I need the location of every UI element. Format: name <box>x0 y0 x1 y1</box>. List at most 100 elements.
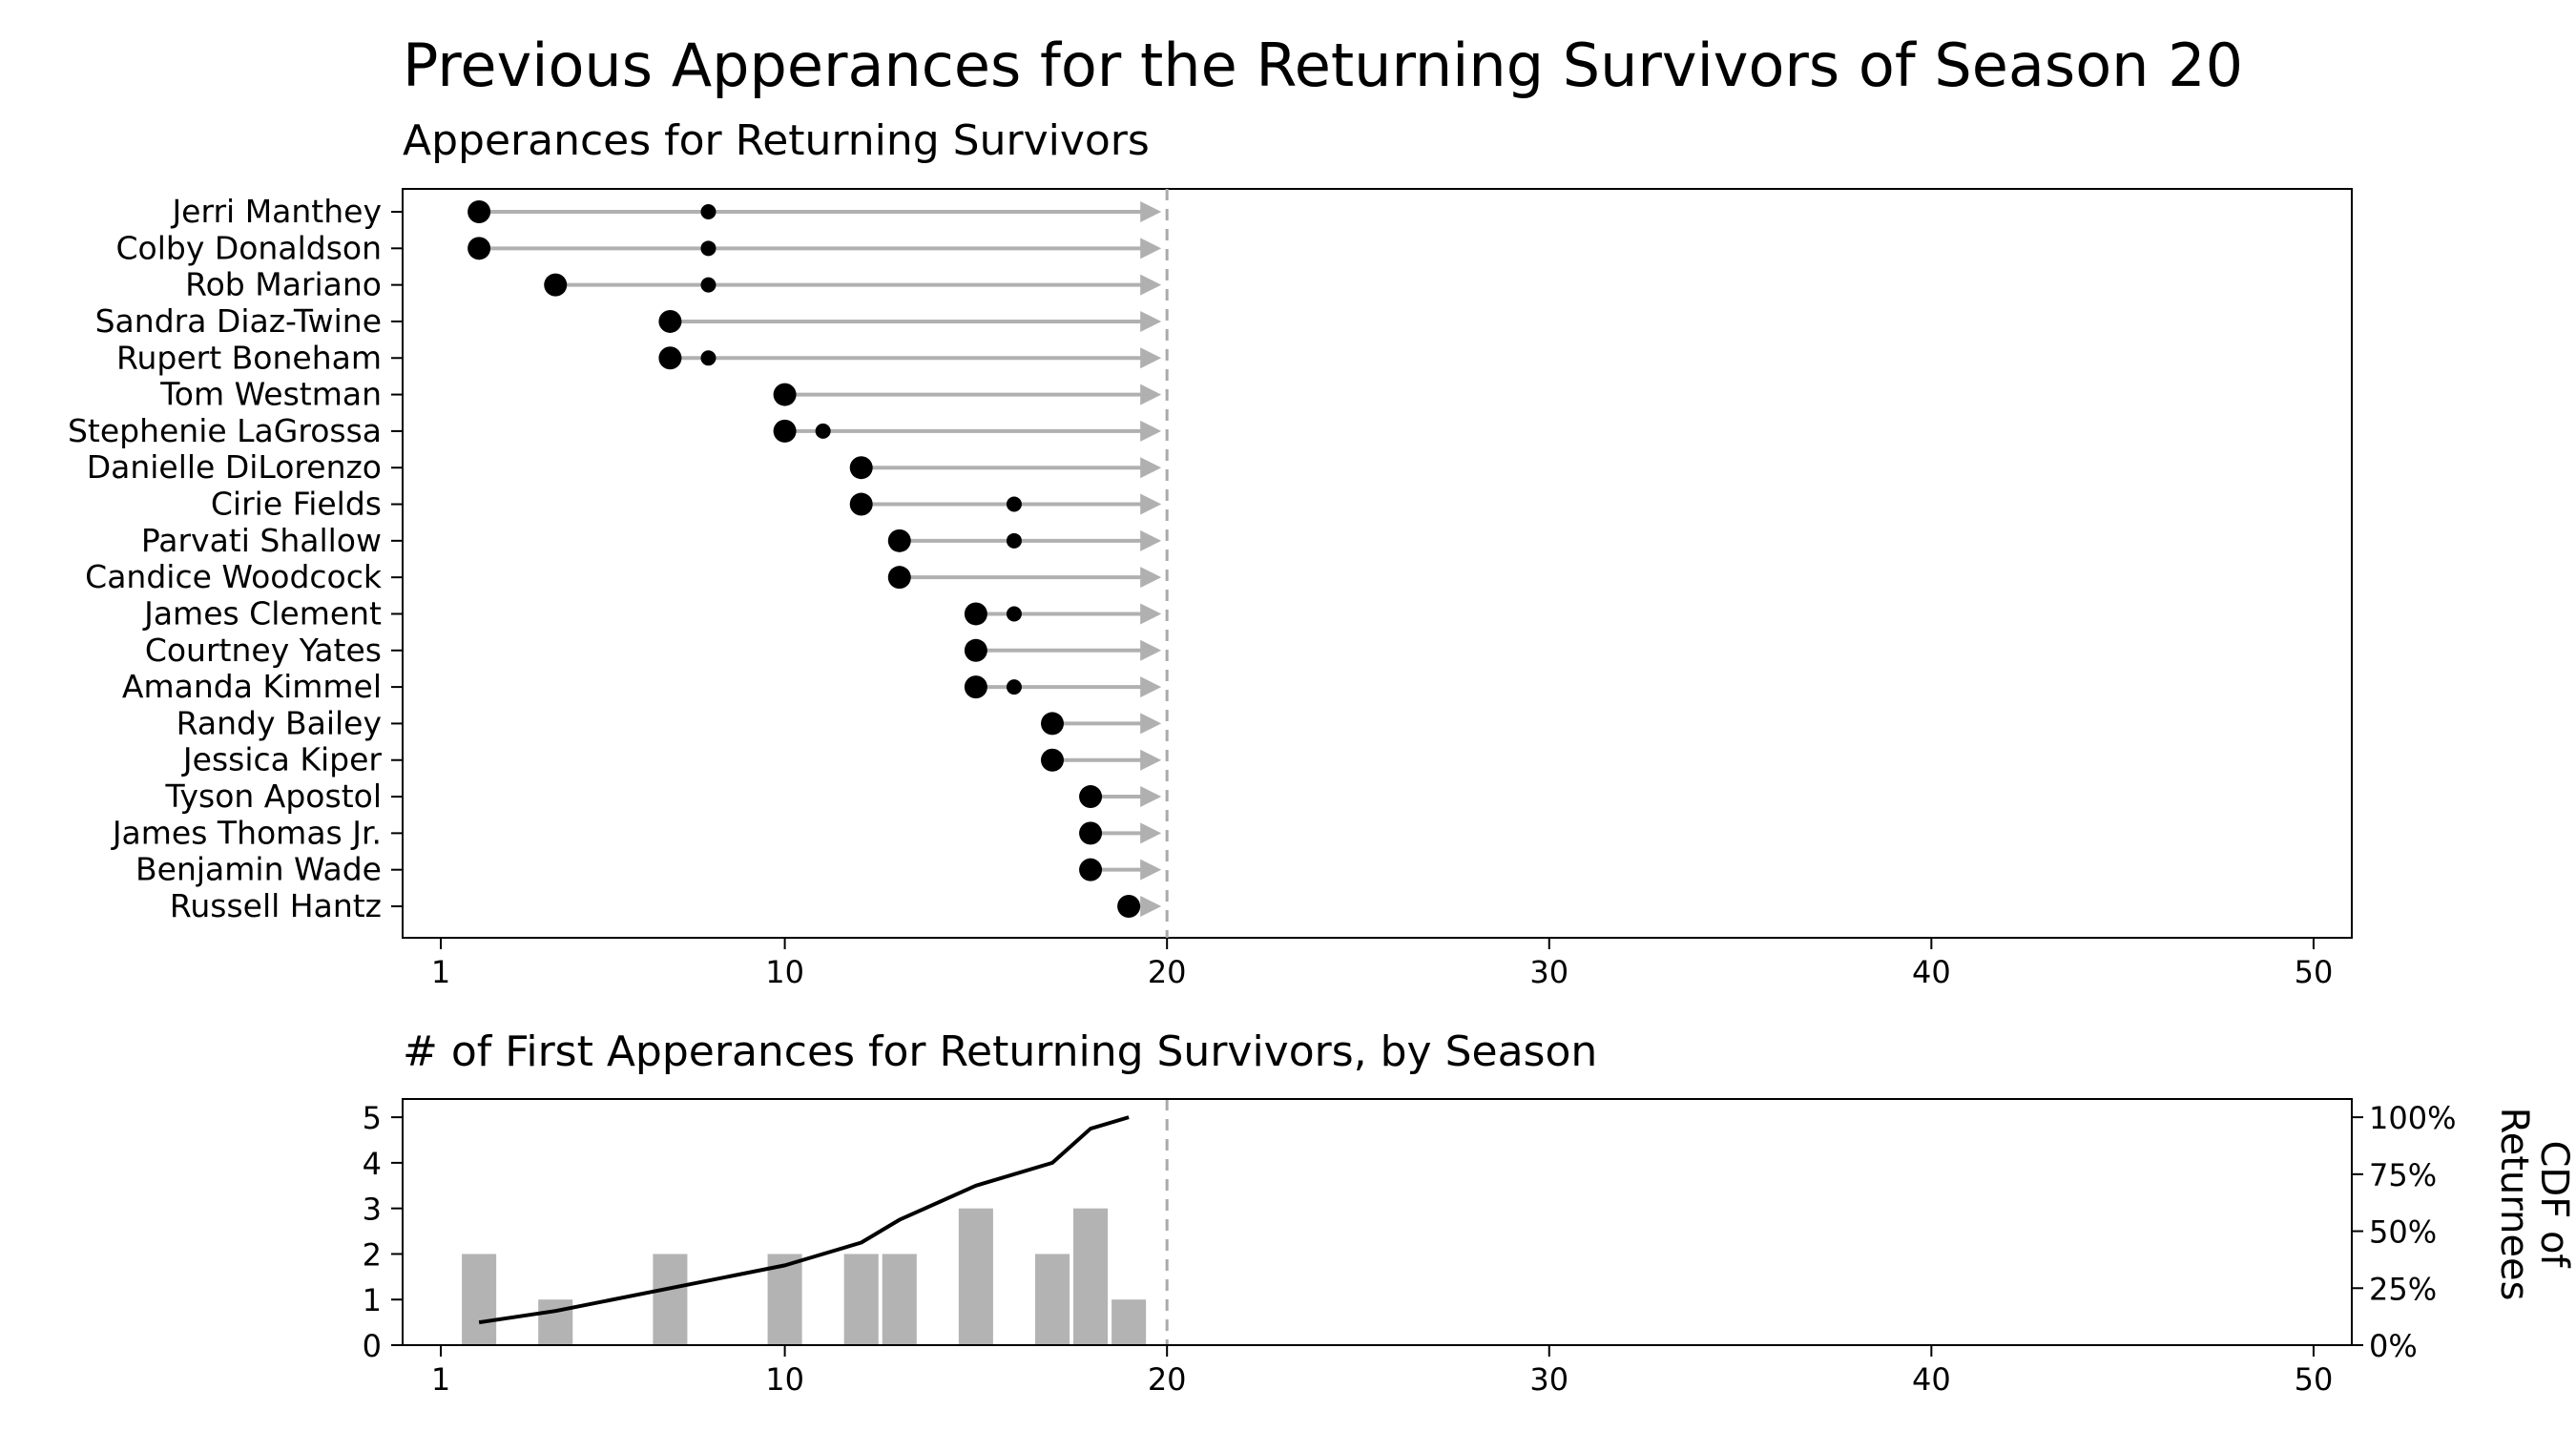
first-appearance-bar <box>958 1208 993 1345</box>
survivor-name-label: Tyson Apostol <box>164 778 382 815</box>
y-tick-label: 2 <box>363 1236 382 1273</box>
first-appearance-dot <box>658 309 682 333</box>
cdf-line <box>478 1115 1130 1325</box>
survivor-name-label: Jerri Manthey <box>170 193 382 230</box>
x-tick-label: 50 <box>2295 1361 2334 1398</box>
survivor-name-label: Amanda Kimmel <box>122 668 382 705</box>
appearance-arrow-head <box>1140 713 1162 735</box>
later-appearance-dot <box>700 277 717 293</box>
first-appearance-bar <box>1111 1299 1147 1345</box>
x-tick-label: 30 <box>1529 954 1568 990</box>
first-appearance-dot <box>1079 785 1103 809</box>
y-tick-label: 5 <box>363 1100 382 1136</box>
first-appearance-dot <box>887 529 911 552</box>
first-appearance-dot <box>964 602 987 626</box>
y-tick-label: 1 <box>363 1282 382 1318</box>
first-appearance-dot <box>773 383 797 406</box>
first-appearance-dot <box>658 346 682 370</box>
appearance-arrow-head <box>1140 676 1162 698</box>
bottom-plot-frame <box>402 1098 2353 1346</box>
first-appearance-dot <box>964 675 987 699</box>
survivor-name-label: Courtney Yates <box>145 632 382 669</box>
y-tick-label: 3 <box>363 1192 382 1228</box>
first-appearance-bar <box>843 1254 879 1345</box>
y-tick-label: 0 <box>363 1328 382 1364</box>
x-tick-label: 40 <box>1912 1361 1951 1398</box>
later-appearance-dot <box>815 423 831 439</box>
survivor-name-label: Candice Woodcock <box>85 558 383 595</box>
first-appearance-bar <box>538 1299 573 1345</box>
figure-title: Previous Apperances for the Returning Su… <box>403 31 2243 100</box>
survivor-name-label: Rupert Boneham <box>116 339 382 376</box>
x-tick-label: 10 <box>765 1361 804 1398</box>
later-appearance-dot <box>1006 679 1022 695</box>
x-tick-label: 10 <box>765 954 804 990</box>
appearance-arrow-head <box>1140 822 1162 844</box>
x-tick-label: 20 <box>1148 954 1187 990</box>
x-tick-label: 30 <box>1529 1361 1568 1398</box>
appearance-arrow-head <box>1140 420 1162 442</box>
y2-tick-label: 25% <box>2369 1271 2437 1307</box>
y2-axis-label-line: Returnees <box>2492 1108 2536 1301</box>
first-appearance-dot <box>1041 748 1064 772</box>
first-appearance-bar <box>1073 1208 1109 1345</box>
bottom-panel-title: # of First Apperances for Returning Surv… <box>403 1027 1597 1076</box>
survivor-name-label: Randy Bailey <box>177 704 382 741</box>
appearance-arrow-head <box>1140 896 1162 917</box>
y2-axis-label-line: CDF of <box>2532 1140 2576 1268</box>
survivor-name-label: Russell Hantz <box>170 887 382 924</box>
x-tick-label: 40 <box>1912 954 1951 990</box>
x-tick-label: 1 <box>431 954 450 990</box>
appearance-arrow-head <box>1140 529 1162 551</box>
top-panel-title: Apperances for Returning Survivors <box>403 116 1150 165</box>
appearance-arrow-head <box>1140 567 1162 589</box>
y2-axis-label: CDF ofReturnees <box>2492 1108 2576 1301</box>
first-appearance-bar <box>882 1254 917 1345</box>
x-tick-label: 1 <box>431 1361 450 1398</box>
first-appearance-bar <box>462 1254 497 1345</box>
appearance-arrow-head <box>1140 347 1162 369</box>
first-appearance-dot <box>849 456 873 480</box>
appearance-arrow-head <box>1140 384 1162 405</box>
survivor-name-label: Benjamin Wade <box>135 851 382 888</box>
y-tick-label: 4 <box>363 1146 382 1182</box>
first-appearance-dot <box>887 566 911 590</box>
appearance-arrow-head <box>1140 749 1162 771</box>
first-appearance-dot <box>544 273 568 297</box>
survivor-name-label: Tom Westman <box>159 376 382 413</box>
x-tick-label: 20 <box>1148 1361 1187 1398</box>
y2-tick-label: 0% <box>2369 1328 2418 1364</box>
survivor-name-label: Cirie Fields <box>211 486 382 523</box>
appearance-arrow-head <box>1140 310 1162 332</box>
later-appearance-dot <box>1006 606 1022 622</box>
first-appearance-dot <box>467 237 491 260</box>
later-appearance-dot <box>700 240 717 257</box>
survivor-name-label: Colby Donaldson <box>115 229 382 266</box>
first-appearance-dot <box>849 492 873 516</box>
survivor-name-label: Sandra Diaz-Twine <box>95 302 382 340</box>
top-plot-frame <box>402 188 2353 939</box>
x-tick-label: 50 <box>2295 954 2334 990</box>
first-appearance-dot <box>1079 858 1103 881</box>
later-appearance-dot <box>1006 532 1022 549</box>
survivor-name-label: Rob Mariano <box>185 266 382 303</box>
first-appearance-dot <box>1041 712 1064 736</box>
survivor-name-label: James Thomas Jr. <box>111 814 382 851</box>
later-appearance-dot <box>700 204 717 219</box>
first-appearance-dot <box>467 200 491 223</box>
appearance-arrow-head <box>1140 859 1162 881</box>
appearance-arrow-head <box>1140 639 1162 661</box>
first-appearance-dot <box>1079 821 1103 845</box>
appearance-arrow-head <box>1140 201 1162 222</box>
y2-tick-label: 100% <box>2369 1100 2456 1136</box>
later-appearance-dot <box>700 350 717 366</box>
first-appearance-dot <box>1117 895 1141 918</box>
first-appearance-dot <box>964 638 987 662</box>
appearance-arrow-head <box>1140 603 1162 625</box>
y2-tick-label: 75% <box>2369 1157 2437 1193</box>
survivor-name-label: Parvati Shallow <box>141 522 382 559</box>
first-appearance-bar <box>653 1254 688 1345</box>
